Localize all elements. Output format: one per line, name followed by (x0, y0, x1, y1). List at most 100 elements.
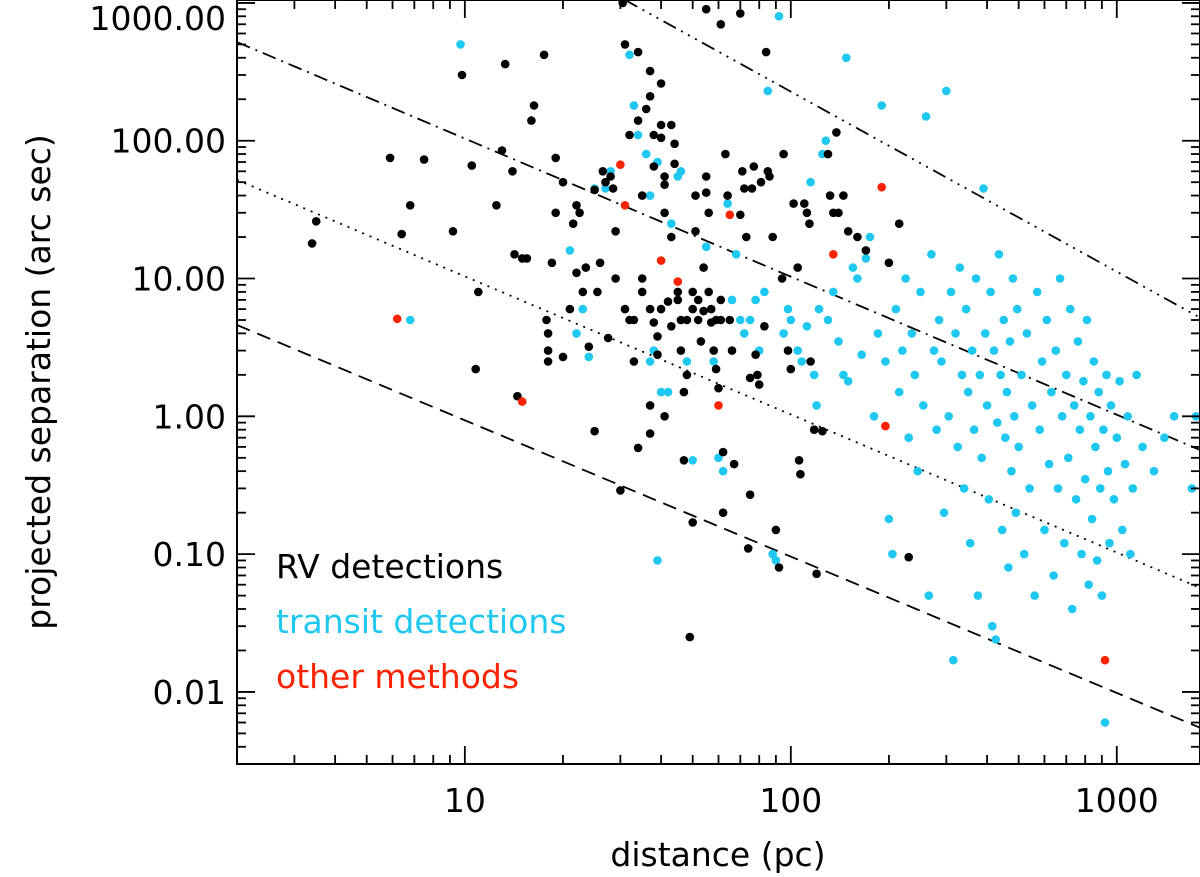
point-rv-detections (789, 199, 798, 208)
point-transit-detections (921, 112, 931, 121)
y-tick-label: 10.00 (132, 260, 226, 299)
point-rv-detections (691, 227, 700, 236)
point-rv-detections (774, 563, 784, 572)
point-rv-detections (701, 188, 711, 197)
point-rv-detections (812, 569, 821, 579)
point-rv-detections (474, 287, 483, 297)
point-transit-detections (969, 425, 979, 435)
point-transit-detections (1037, 357, 1047, 366)
point-rv-detections (601, 177, 610, 187)
point-rv-detections (603, 333, 613, 343)
point-rv-detections (656, 133, 666, 143)
point-transit-detections (1001, 433, 1010, 443)
point-rv-detections (718, 447, 728, 457)
point-transit-detections (982, 401, 992, 410)
point-transit-detections (1053, 484, 1063, 493)
point-rv-detections (542, 315, 551, 325)
point-rv-detections (716, 20, 726, 29)
point-transit-detections (641, 149, 651, 159)
point-transit-detections (1035, 425, 1044, 435)
point-other-methods (517, 397, 527, 406)
point-transit-detections (629, 101, 639, 110)
point-other-methods (392, 314, 402, 324)
point-rv-detections (796, 469, 805, 479)
point-rv-detections (751, 350, 760, 360)
point-rv-detections (558, 352, 568, 362)
point-transit-detections (989, 346, 999, 355)
point-rv-detections (691, 191, 700, 200)
point-transit-detections (853, 274, 862, 283)
point-rv-detections (740, 184, 749, 193)
point-transit-detections (405, 315, 415, 325)
y-tick-label: 0.01 (153, 673, 226, 712)
point-rv-detections (397, 229, 407, 239)
point-rv-detections (721, 149, 730, 159)
point-transit-detections (1120, 459, 1130, 469)
point-other-methods (714, 401, 723, 410)
point-rv-detections (729, 459, 739, 469)
point-transit-detections (1087, 514, 1097, 524)
point-rv-detections (653, 332, 662, 341)
point-transit-detections (929, 346, 939, 355)
point-transit-detections (731, 250, 741, 259)
point-rv-detections (777, 274, 787, 283)
point-transit-detections (1100, 718, 1110, 727)
point-rv-detections (793, 263, 802, 272)
point-transit-detections (653, 556, 662, 565)
point-transit-detections (1132, 370, 1141, 380)
point-rv-detections (611, 227, 620, 236)
point-transit-detections (1062, 370, 1071, 380)
point-transit-detections (645, 357, 655, 366)
point-transit-detections (898, 346, 907, 355)
point-transit-detections (1082, 315, 1092, 325)
point-transit-detections (1005, 337, 1015, 346)
point-transit-detections (1105, 538, 1114, 548)
point-transit-detections (959, 484, 969, 493)
point-transit-detections (740, 329, 749, 338)
point-transit-detections (682, 357, 692, 366)
point-transit-detections (1086, 412, 1095, 421)
point-transit-detections (802, 322, 812, 331)
point-rv-detections (311, 217, 321, 226)
y-axis-label: projected separation (arc sec) (19, 134, 58, 630)
point-transit-detections (760, 287, 769, 297)
point-transit-detections (1099, 425, 1108, 435)
point-rv-detections (620, 304, 630, 314)
point-rv-detections (568, 219, 578, 228)
point-rv-detections (471, 364, 481, 374)
point-rv-detections (696, 337, 706, 346)
point-rv-detections (598, 167, 608, 176)
point-transit-detections (736, 315, 745, 325)
point-rv-detections (510, 250, 519, 259)
point-transit-detections (939, 508, 949, 517)
point-rv-detections (645, 66, 655, 76)
point-rv-detections (682, 315, 692, 325)
point-transit-detections (1047, 387, 1056, 397)
point-transit-detections (1011, 508, 1021, 517)
point-rv-detections (786, 364, 796, 374)
x-axis-label: distance (pc) (610, 835, 825, 874)
point-rv-detections (656, 79, 666, 88)
point-rv-detections (736, 210, 745, 220)
point-transit-detections (888, 549, 897, 559)
point-rv-detections (727, 346, 737, 355)
legend: RV detections transit detections other m… (276, 547, 566, 696)
reference-line-dash-dot-dot-dot (624, 0, 1200, 319)
point-transit-detections (809, 370, 819, 380)
point-transit-detections (656, 387, 666, 397)
point-transit-detections (1126, 549, 1135, 559)
point-transit-detections (916, 287, 925, 297)
point-rv-detections (693, 315, 703, 325)
point-transit-detections (955, 263, 965, 272)
point-rv-detections (861, 246, 871, 255)
point-transit-detections (1008, 274, 1018, 283)
point-other-methods (673, 277, 683, 286)
point-transit-detections (1097, 591, 1107, 600)
point-rv-detections (645, 401, 655, 410)
point-rv-detections (551, 208, 560, 218)
point-transit-detections (1055, 274, 1065, 283)
point-transit-detections (1040, 525, 1049, 535)
point-rv-detections (670, 159, 679, 169)
point-rv-detections (620, 40, 630, 49)
